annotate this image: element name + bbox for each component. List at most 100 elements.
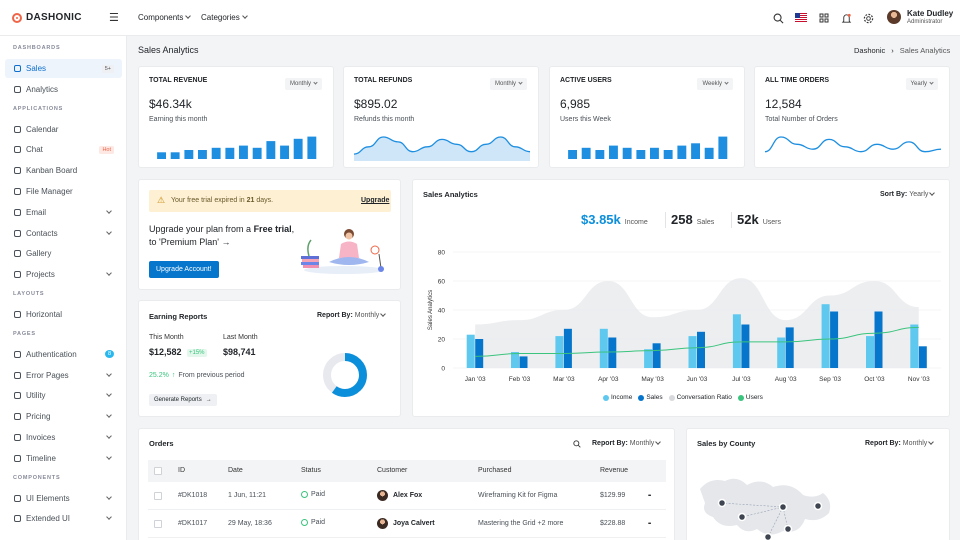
settings-gear-icon[interactable] (861, 11, 875, 25)
orders-report-select[interactable]: Report By: Monthly (592, 439, 662, 447)
sidebar-item-invoices[interactable]: Invoices (5, 428, 122, 447)
sort-select[interactable]: Sort By: Yearly (880, 190, 936, 198)
timeline-icon (14, 454, 21, 462)
sidebar-item-extended-ui[interactable]: Extended UI (5, 509, 122, 528)
sidebar-item-error-pages[interactable]: Error Pages (5, 366, 122, 385)
sparkline-bar (622, 147, 632, 159)
sidebar-item-file-manager[interactable]: File Manager (5, 182, 122, 201)
sparkline-bar (157, 152, 166, 159)
x-tick-label: Mar '03 (553, 376, 575, 383)
period-select[interactable]: Monthly (284, 78, 322, 90)
sidebar-item-utility[interactable]: Utility (5, 386, 122, 405)
sidebar-item-analytics[interactable]: Analytics (5, 80, 122, 99)
sparkline-bar (609, 145, 618, 159)
table-row[interactable]: #DK1018 1 Jun, 11:21 Wireframing Kit for F… (148, 482, 666, 510)
orders-search-icon[interactable] (573, 440, 581, 450)
user-name[interactable]: Kate Dudley (907, 9, 954, 18)
legend-item-conversation-ratio[interactable]: Conversation Ratio (668, 394, 732, 401)
sparkline-chart (765, 136, 941, 153)
stat-title: ACTIVE USERS (560, 77, 612, 84)
topnav-categories[interactable]: Categories (201, 13, 248, 22)
upgrade-account-button[interactable]: Upgrade Account! (149, 261, 219, 278)
bar-sales (475, 339, 484, 368)
bar-sales (874, 311, 883, 368)
chevron-down-icon (313, 80, 318, 85)
y-tick-label: 0 (441, 366, 445, 373)
generate-reports-button[interactable]: Generate Reports → (149, 394, 217, 406)
more-options-icon[interactable]: ••• (648, 493, 651, 499)
upgrade-link[interactable]: Upgrade (361, 197, 390, 204)
sidebar-item-email[interactable]: Email (5, 203, 122, 222)
sidebar-item-timeline[interactable]: Timeline (5, 449, 122, 468)
sidebar-item-kanban-board[interactable]: Kanban Board (5, 161, 122, 180)
apps-grid-icon[interactable] (817, 11, 831, 25)
chevron-down-icon (724, 80, 729, 85)
topnav-components[interactable]: Components (138, 13, 192, 22)
column-header-status[interactable]: Status (301, 467, 321, 474)
sidebar-item-label: Projects (26, 270, 55, 280)
legend-item-sales[interactable]: Sales (638, 394, 663, 401)
search-icon[interactable] (771, 11, 785, 25)
authentication-icon (14, 350, 21, 358)
sidebar-item-label: Horizontal (26, 310, 63, 319)
select-all-checkbox[interactable] (154, 467, 162, 475)
column-header-purchased[interactable]: Purchased (478, 467, 512, 474)
sidebar-item-ui-elements[interactable]: UI Elements (5, 489, 122, 508)
table-row[interactable]: #DK1017 29 May, 18:36 Mastering the Grid +… (148, 510, 666, 538)
sidebar: DASHBOARDS Sales 5+ Analytics APPLICATIONS Ca… (0, 36, 127, 540)
period-label: Weekly (702, 81, 722, 87)
earning-donut-chart (323, 353, 367, 397)
row-checkbox[interactable] (154, 492, 162, 500)
sidebar-item-chat[interactable]: Chat Hot (5, 140, 122, 159)
sidebar-item-gallery[interactable]: Gallery (5, 244, 122, 263)
sidebar-item-authentication[interactable]: Authentication 8 (5, 345, 122, 364)
column-header-date[interactable]: Date (228, 467, 243, 474)
extended-ui-icon (14, 515, 21, 523)
logo-icon (12, 12, 22, 23)
users-summary: 52k Users (737, 212, 781, 227)
column-header-revenue[interactable]: Revenue (600, 467, 629, 474)
breadcrumb-separator: › (891, 46, 894, 55)
column-header-customer[interactable]: Customer (377, 467, 408, 474)
customer-cell[interactable]: Joya Calvert (377, 518, 435, 529)
sidebar-section-title: COMPONENTS (13, 474, 61, 481)
invoices-icon (14, 434, 21, 441)
county-report-select[interactable]: Report By: Monthly (865, 439, 935, 447)
file-manager-icon (14, 188, 21, 195)
sidebar-item-projects[interactable]: Projects (5, 265, 122, 284)
legend-item-users[interactable]: Users (737, 394, 763, 401)
sidebar-item-contacts[interactable]: Contacts (5, 224, 122, 243)
legend-label: Income (611, 394, 633, 401)
sidebar-item-sales[interactable]: Sales 5+ (5, 59, 122, 78)
bar-sales (563, 328, 572, 368)
period-select[interactable]: Weekly (697, 78, 733, 90)
world-map (700, 478, 831, 540)
user-role: Administrator (907, 19, 943, 25)
sidebar-item-pricing[interactable]: Pricing (5, 407, 122, 426)
column-header-id[interactable]: ID (178, 467, 185, 474)
this-month-change-badge: +15% (187, 349, 207, 357)
projects-icon (14, 271, 21, 279)
menu-toggle-icon[interactable]: ☰ (109, 12, 119, 24)
x-tick-label: Sep '03 (819, 376, 841, 383)
more-options-icon[interactable]: ••• (648, 521, 651, 527)
chevron-down-icon (518, 80, 523, 85)
sidebar-item-horizontal[interactable]: Horizontal (5, 305, 122, 324)
earning-report-select[interactable]: Report By: Monthly (317, 311, 387, 319)
period-select[interactable]: Monthly (489, 78, 527, 90)
user-avatar[interactable] (887, 10, 901, 24)
sparkline-bar (650, 147, 659, 159)
legend-item-income[interactable]: Income (603, 394, 632, 401)
period-select[interactable]: Yearly (905, 78, 938, 90)
breadcrumb-home[interactable]: Dashonic (854, 46, 886, 55)
brand-logo[interactable]: DASHONIC (12, 12, 82, 23)
notification-bell-icon[interactable] (839, 11, 853, 25)
period-label: Monthly (494, 81, 516, 87)
customer-cell[interactable]: Alex Fox (377, 490, 422, 501)
language-flag-icon[interactable] (795, 13, 807, 22)
sidebar-item-calendar[interactable]: Calendar (5, 120, 122, 139)
bar-sales (785, 327, 794, 368)
row-checkbox[interactable] (154, 520, 162, 528)
warning-icon: ⚠ (157, 195, 166, 205)
sidebar-badge: Hot (99, 145, 114, 154)
